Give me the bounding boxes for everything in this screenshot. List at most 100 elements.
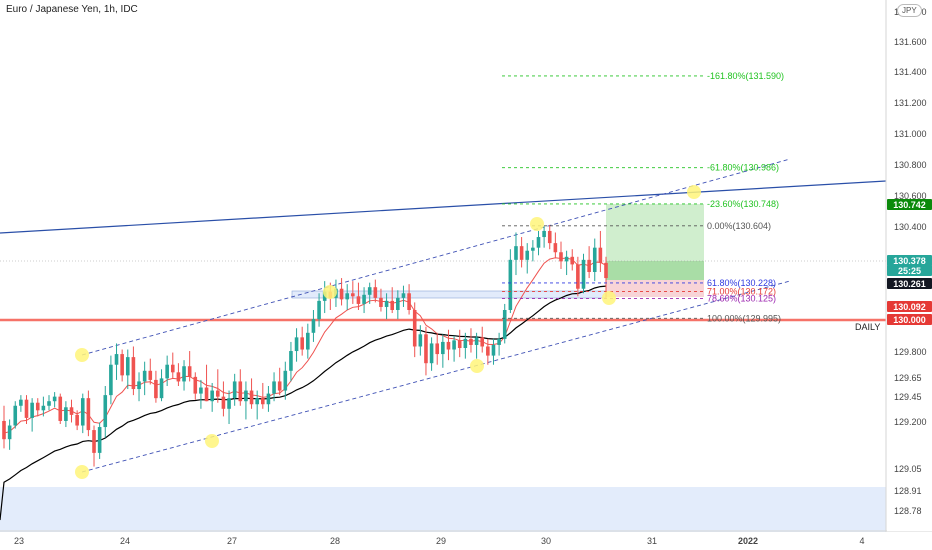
candle-body <box>272 381 276 394</box>
candle-body <box>514 246 518 260</box>
candle-body <box>52 396 57 402</box>
candle-body <box>412 310 417 347</box>
candle-body <box>390 300 395 310</box>
upper-trend-line[interactable] <box>0 180 887 234</box>
price-label: 130.261 <box>893 279 926 289</box>
candle-body <box>244 390 248 402</box>
fib-level-label: 71.00%(130.172) <box>707 286 776 296</box>
candle-body <box>2 420 6 440</box>
pivot-marker <box>75 465 89 479</box>
currency-badge[interactable]: JPY <box>897 4 922 17</box>
y-tick-label: 129.200 <box>894 417 927 427</box>
candle-body <box>58 396 63 421</box>
time-ticks: 23 24 27 28 29 30 31 2022 4 <box>14 536 865 546</box>
candle-body <box>311 319 316 333</box>
candle-body <box>97 427 102 453</box>
candles-layer <box>2 224 608 467</box>
y-tick-label: 128.78 <box>894 506 922 516</box>
candle-body <box>103 395 108 428</box>
y-tick-label: 129.45 <box>894 392 922 402</box>
y-tick-label: 130.400 <box>894 222 927 232</box>
candle-body <box>508 259 513 310</box>
candle-body <box>114 354 119 365</box>
candle-body <box>356 296 361 304</box>
pivot-marker <box>205 434 219 448</box>
pivot-marker <box>323 285 337 299</box>
fib-level-label: 100.00%(129.995) <box>707 313 781 323</box>
candle-body <box>86 398 91 431</box>
stop-zone <box>606 280 704 297</box>
candle-body <box>182 366 186 382</box>
candle-body <box>289 351 293 371</box>
candle-body <box>587 259 591 272</box>
candle-body <box>7 425 12 440</box>
candle-body <box>424 334 428 364</box>
candle-body <box>592 247 597 272</box>
candle-body <box>604 262 608 279</box>
candle-body <box>69 407 74 415</box>
candle-body <box>204 387 209 402</box>
candle-body <box>502 310 507 339</box>
pivot-marker <box>75 348 89 362</box>
pivot-marker <box>687 185 701 199</box>
pivot-markers <box>75 185 701 479</box>
fib-level-label: 61.80%(130.228) <box>707 278 776 288</box>
candle-body <box>142 370 147 382</box>
price-label: 130.000 <box>893 315 926 325</box>
background-layer <box>0 204 886 537</box>
candle-body <box>120 354 124 376</box>
candle-body <box>317 300 321 320</box>
candle-body <box>345 293 349 300</box>
candle-body <box>373 287 378 298</box>
candle-body <box>435 343 440 355</box>
candle-body <box>13 405 18 426</box>
candle-body <box>294 337 299 352</box>
candle-body <box>576 264 580 289</box>
candle-body <box>474 337 479 345</box>
candle-body <box>125 357 130 376</box>
candle-body <box>536 237 541 248</box>
candle-body <box>24 399 29 418</box>
x-tick-label: 30 <box>541 536 551 546</box>
fib-levels-layer: -161.80%(131.590) -61.80%(130.986) -23.60%… <box>502 71 784 323</box>
x-tick-label: 29 <box>436 536 446 546</box>
candle-body <box>469 338 473 345</box>
candle-body <box>283 370 288 391</box>
x-tick-label: 31 <box>647 536 657 546</box>
candle-body <box>35 402 40 411</box>
candle-body <box>80 398 85 426</box>
y-tick-label: 131.600 <box>894 37 927 47</box>
candle-body <box>137 381 141 390</box>
candle-body <box>553 243 558 253</box>
candle-body <box>170 364 175 373</box>
candle-body <box>559 252 563 262</box>
candle-body <box>238 381 243 402</box>
candle-body <box>542 230 546 238</box>
price-label: 130.378 <box>893 256 926 266</box>
candle-body <box>581 259 586 289</box>
candle-body <box>306 332 310 350</box>
channel-lower-line[interactable] <box>81 280 791 473</box>
chart-title: Euro / Japanese Yen, 1h, IDC <box>6 4 138 15</box>
candle-body <box>480 337 485 347</box>
candle-body <box>255 398 259 405</box>
y-tick-label: 129.65 <box>894 373 922 383</box>
channel-upper-line[interactable] <box>81 158 791 356</box>
candle-body <box>531 247 535 251</box>
candle-body <box>47 401 51 406</box>
support-label: DAILY <box>855 322 880 332</box>
candle-body <box>570 256 575 265</box>
pivot-marker <box>602 291 616 305</box>
price-label-box <box>887 314 932 325</box>
y-tick-label: 131.200 <box>894 98 927 108</box>
candle-body <box>452 340 456 350</box>
x-tick-label: 27 <box>227 536 237 546</box>
x-tick-label: 4 <box>859 536 864 546</box>
candle-body <box>457 340 462 348</box>
candle-body <box>564 256 569 262</box>
candle-body <box>401 293 406 298</box>
candle-body <box>463 338 468 348</box>
